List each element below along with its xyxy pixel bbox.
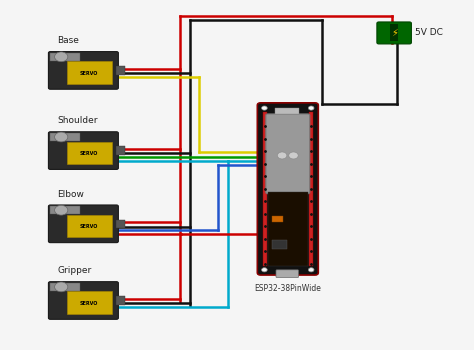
FancyBboxPatch shape [48, 132, 119, 169]
FancyBboxPatch shape [48, 205, 119, 243]
Circle shape [309, 106, 314, 110]
Bar [268, 192, 308, 266]
Circle shape [262, 106, 267, 110]
Text: 5V DC: 5V DC [415, 28, 443, 37]
Bar [117, 66, 125, 75]
Bar [50, 283, 80, 291]
Bar [263, 112, 267, 266]
Circle shape [262, 268, 267, 272]
Bar [117, 219, 125, 228]
Bar [309, 112, 313, 266]
Circle shape [55, 132, 68, 142]
FancyBboxPatch shape [257, 103, 318, 275]
Circle shape [55, 282, 68, 292]
Bar [117, 296, 125, 305]
Circle shape [55, 52, 68, 62]
Bar [50, 53, 80, 61]
Text: Base: Base [57, 36, 79, 45]
Circle shape [277, 152, 287, 159]
Circle shape [289, 152, 298, 159]
Text: Elbow: Elbow [57, 190, 84, 199]
Bar [273, 216, 283, 222]
Text: SERVO: SERVO [80, 224, 98, 229]
FancyBboxPatch shape [48, 282, 119, 319]
Circle shape [309, 268, 314, 272]
Text: ESP32-38PinWide: ESP32-38PinWide [255, 284, 321, 293]
Bar [50, 133, 80, 141]
Bar [50, 206, 80, 214]
Text: Gripper: Gripper [57, 266, 91, 275]
Bar [67, 141, 112, 164]
FancyBboxPatch shape [266, 114, 310, 194]
Text: ⚡: ⚡ [391, 28, 398, 38]
Bar [390, 25, 398, 42]
Text: SERVO: SERVO [80, 301, 98, 306]
Circle shape [55, 205, 68, 215]
Text: Shoulder: Shoulder [57, 117, 98, 126]
Bar [67, 215, 112, 237]
FancyBboxPatch shape [48, 51, 119, 89]
FancyBboxPatch shape [276, 270, 299, 278]
Text: SERVO: SERVO [80, 151, 98, 156]
FancyBboxPatch shape [377, 22, 411, 44]
Bar [275, 108, 299, 114]
Bar [117, 146, 125, 155]
Bar [67, 61, 112, 84]
Bar [273, 240, 287, 249]
Text: SERVO: SERVO [80, 71, 98, 76]
Bar [67, 292, 112, 314]
